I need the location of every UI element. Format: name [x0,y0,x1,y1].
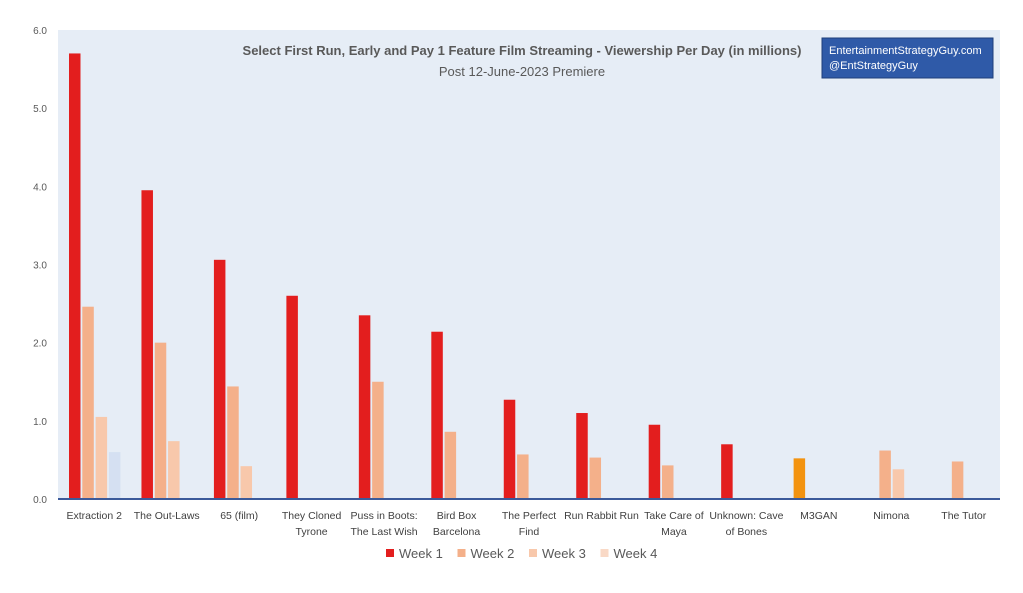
x-tick-label: M3GAN [800,510,837,522]
bar [372,381,384,499]
watermark-line-2: @EntStrategyGuy [829,60,918,72]
bar [576,413,588,499]
legend-label: Week 3 [542,546,586,561]
bar [240,466,253,499]
x-tick-label: Bird Box Barcelona [433,510,480,538]
legend-label: Week 1 [399,546,443,561]
bar [108,452,121,499]
bar [661,465,674,499]
bar [589,457,602,499]
x-tick-label: Puss in Boots: The Last Wish [351,510,418,538]
x-tick-label: Nimona [873,510,909,522]
bar [444,431,457,499]
y-tick-label: 3.0 [33,261,47,272]
bar [431,331,443,499]
y-tick-label: 4.0 [33,182,47,193]
legend-swatch [600,549,609,557]
bar [517,454,529,499]
watermark-box: EntertainmentStrategyGuy.com @EntStrateg… [821,37,994,79]
x-tick-label: 65 (film) [220,510,258,522]
legend-swatch [457,549,466,557]
y-tick-label: 1.0 [33,417,47,428]
x-axis-labels: Extraction 2 The Out-Laws 65 (film) They Cl… [67,510,987,538]
x-tick-label: They Cloned Tyrone [282,510,342,538]
bar [793,458,806,499]
legend-label: Week 4 [614,546,658,561]
x-tick-label: The Tutor [941,510,986,522]
bar [141,190,153,499]
bar [213,259,226,499]
bar [648,424,661,499]
x-tick-label: Extraction 2 [67,510,123,522]
bar [168,441,180,499]
legend: Week 1 Week 2 Week 3 Week 4 [386,546,657,561]
bars [69,53,964,499]
watermark-line-1: EntertainmentStrategyGuy.com [829,45,982,57]
x-tick-label: The Perfect Find [502,510,556,538]
bar [503,399,516,499]
bar [154,342,167,499]
x-tick-label: Unknown: Cave of Bones [709,510,783,538]
bar [879,450,891,499]
bar [286,295,298,499]
bar [721,444,733,499]
bar [892,469,905,499]
bar [69,53,81,499]
bar [95,416,108,499]
y-axis: 0.0 1.0 2.0 3.0 4.0 5.0 6.0 [33,26,47,506]
y-tick-label: 2.0 [33,339,47,350]
plot-background [58,30,1000,499]
bar [951,461,964,499]
y-tick-label: 0.0 [33,495,47,506]
chart-title: Select First Run, Early and Pay 1 Featur… [243,43,802,58]
legend-label: Week 2 [471,546,515,561]
bar [358,315,371,499]
x-tick-label: Take Care of Maya [644,510,704,538]
bar [227,386,239,499]
y-tick-label: 5.0 [33,104,47,115]
chart-subtitle: Post 12-June-2023 Premiere [439,64,605,79]
x-tick-label: The Out-Laws [134,510,200,522]
legend-swatch [386,549,394,557]
x-tick-label: Run Rabbit Run [564,510,639,522]
legend-swatch [529,549,537,557]
bar [82,306,94,499]
y-tick-label: 6.0 [33,26,47,37]
